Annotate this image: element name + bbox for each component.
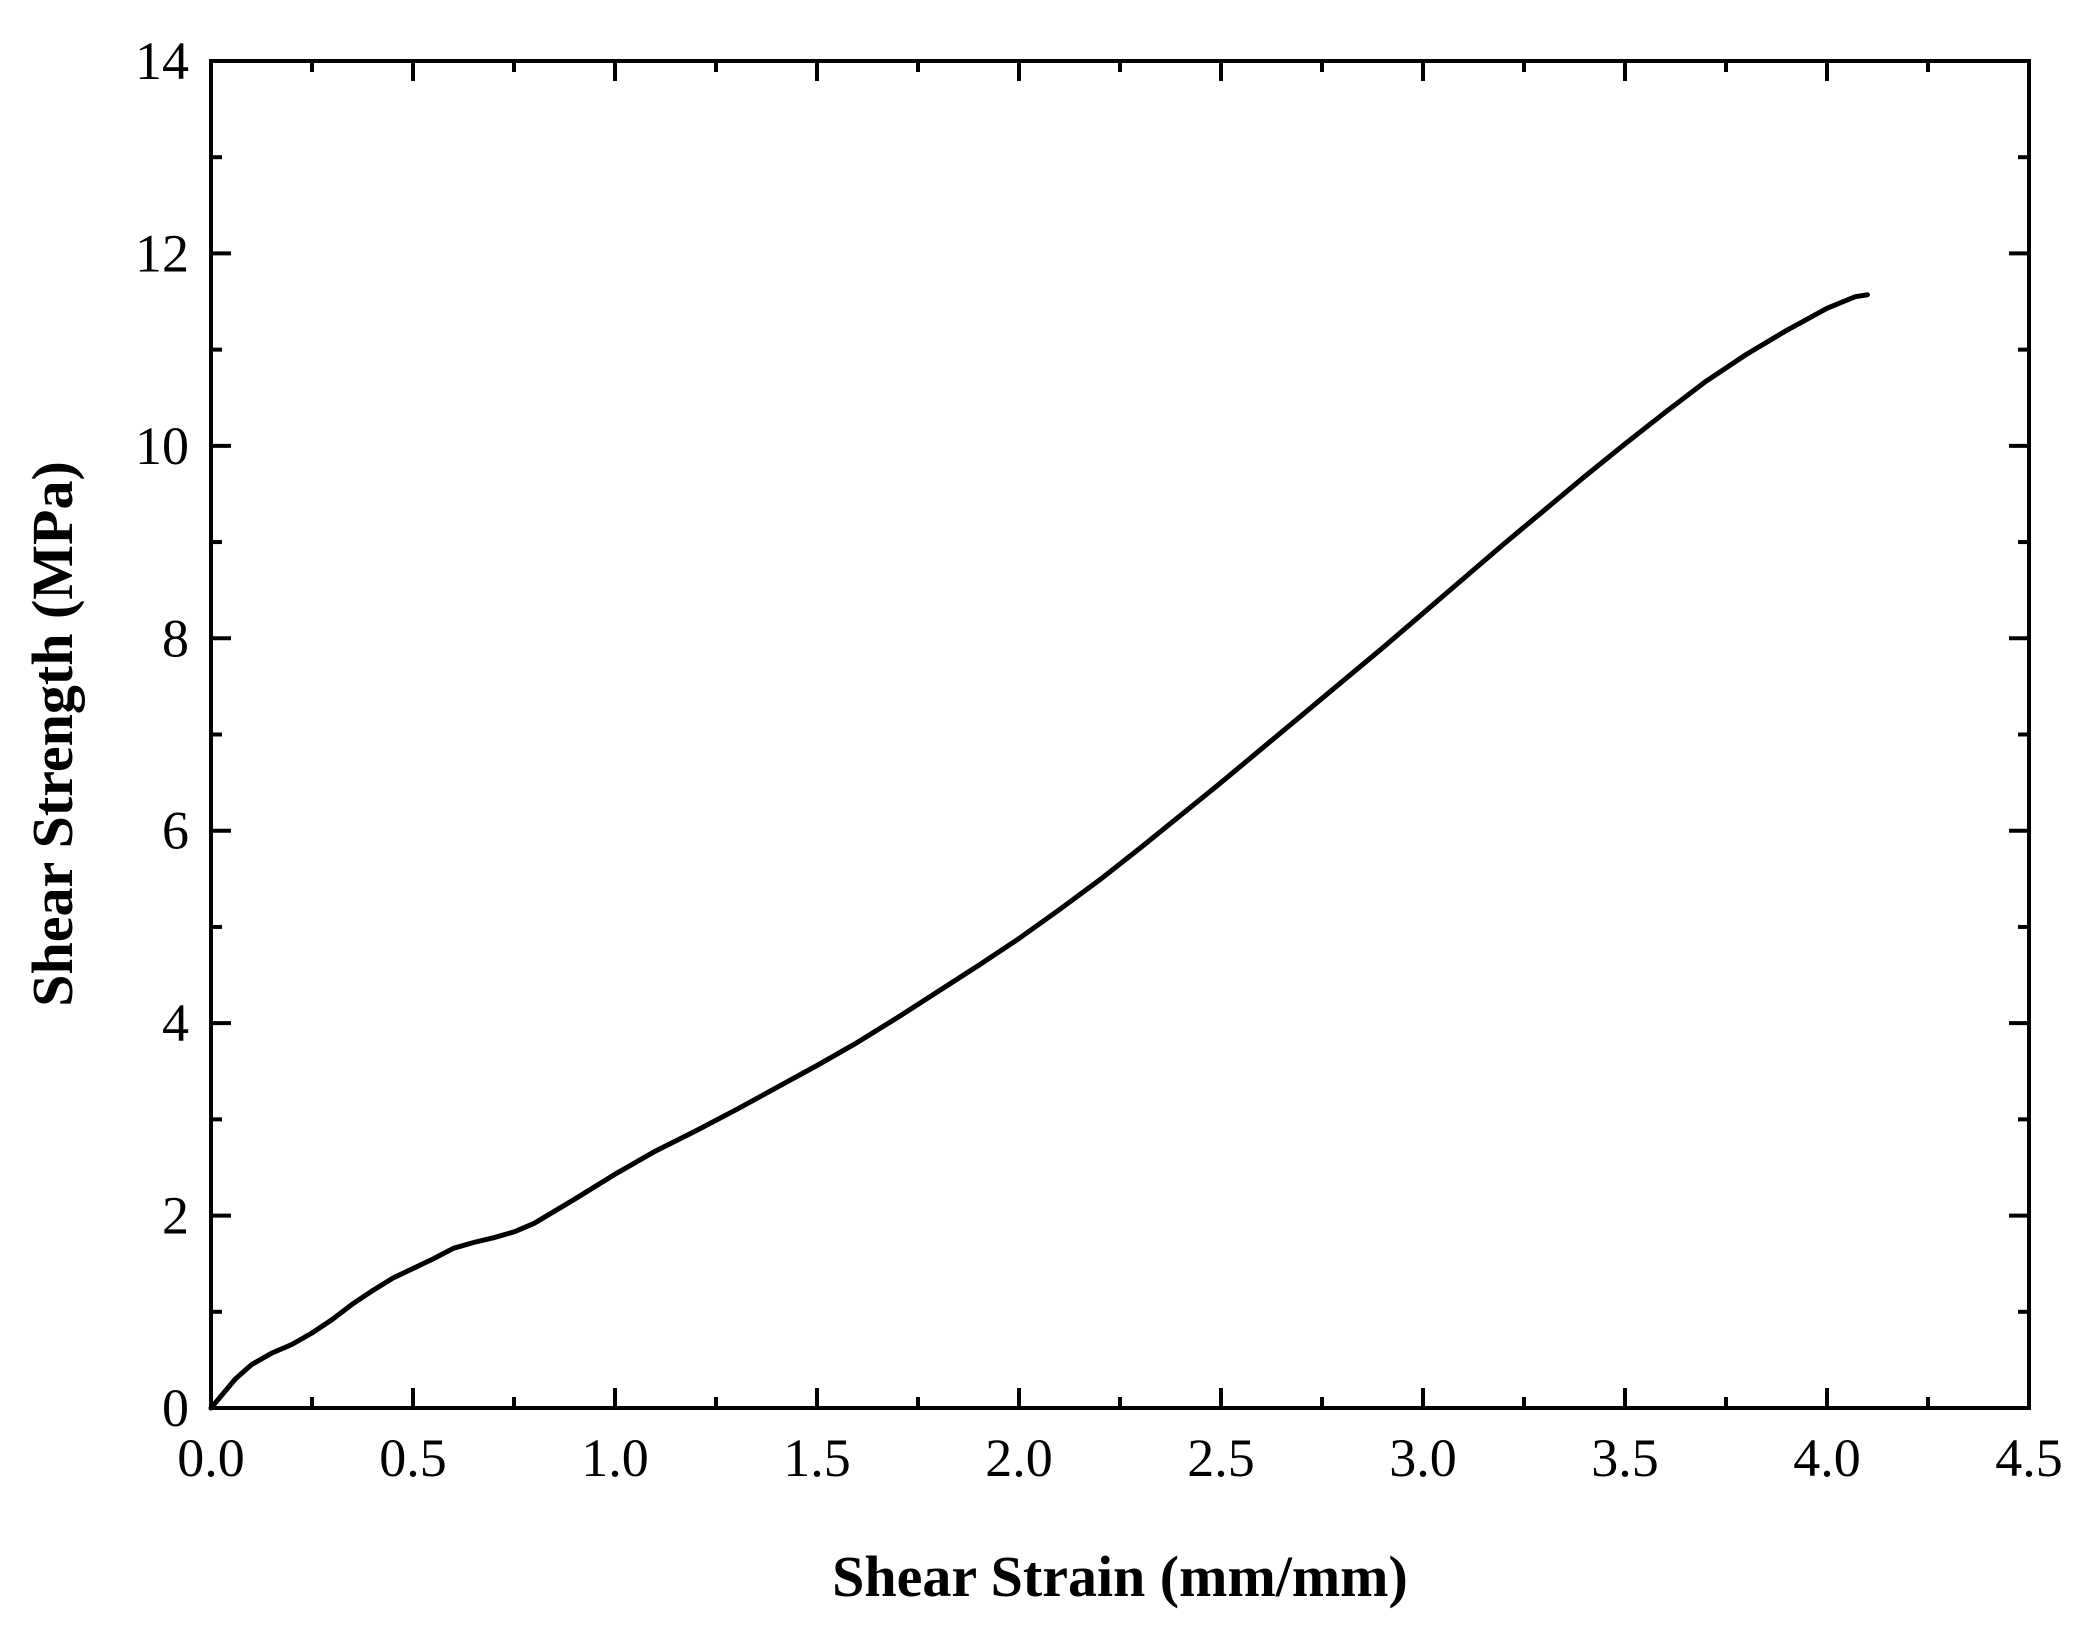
y-tick-labels: 0 2 4 6 8 10 12 14 — [135, 31, 189, 1438]
x-axis-title: Shear Strain (mm/mm) — [832, 1544, 1408, 1609]
y-axis-title: Shear Strength (MPa) — [20, 461, 85, 1007]
x-tick-label: 0.0 — [177, 1428, 245, 1488]
y-tick-label: 0 — [162, 1378, 189, 1438]
y-tick-label: 12 — [135, 223, 189, 283]
axis-ticks — [209, 59, 2031, 1410]
plot-frame — [209, 59, 2031, 1410]
y-tick-label: 2 — [162, 1186, 189, 1246]
series-line — [208, 292, 1870, 1411]
x-tick-label: 4.5 — [1995, 1428, 2063, 1488]
x-tick-label: 4.0 — [1793, 1428, 1861, 1488]
x-tick-label: 2.5 — [1187, 1428, 1255, 1488]
y-tick-label: 8 — [162, 608, 189, 668]
x-tick-label: 1.5 — [783, 1428, 851, 1488]
x-tick-label: 2.0 — [985, 1428, 1053, 1488]
x-tick-label: 3.0 — [1389, 1428, 1457, 1488]
x-tick-label: 0.5 — [379, 1428, 447, 1488]
x-tick-label: 3.5 — [1591, 1428, 1659, 1488]
y-tick-label: 14 — [135, 31, 189, 91]
x-tick-labels: 0.0 0.5 1.0 1.5 2.0 2.5 3.0 3.5 4.0 4.5 — [177, 1428, 2063, 1488]
x-tick-label: 1.0 — [581, 1428, 649, 1488]
y-tick-label: 10 — [135, 416, 189, 476]
y-tick-label: 4 — [162, 993, 189, 1053]
y-tick-label: 6 — [162, 801, 189, 861]
